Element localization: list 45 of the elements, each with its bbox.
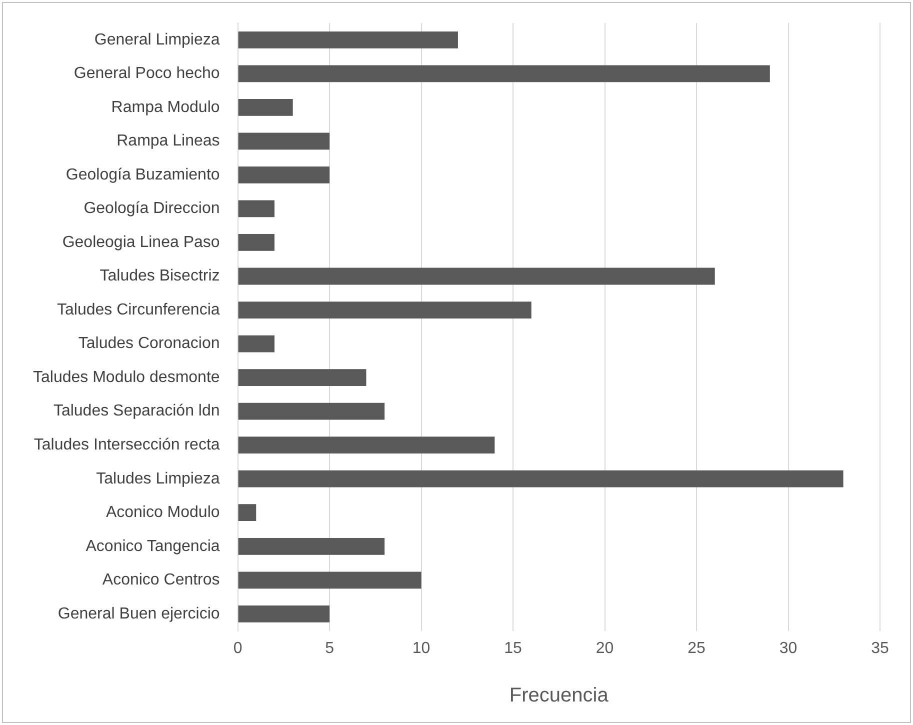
- bar: [238, 335, 274, 352]
- y-tick-label: Geoleogia Linea Paso: [62, 234, 220, 251]
- y-tick-label: General Buen ejercicio: [58, 605, 220, 622]
- bar: [238, 234, 274, 251]
- x-tick-label: 0: [233, 640, 242, 657]
- y-tick-label: Taludes Limpieza: [96, 470, 220, 488]
- bar: [238, 200, 274, 218]
- bar: [238, 98, 293, 116]
- x-tick-label: 15: [504, 640, 522, 657]
- bar: [238, 31, 458, 48]
- bar: [238, 436, 495, 454]
- bar: [238, 369, 366, 386]
- y-tick-label: Rampa Modulo: [111, 98, 220, 116]
- x-tick-label: 5: [325, 640, 334, 657]
- x-tick-label: 10: [412, 640, 430, 657]
- y-tick-label: Aconico Modulo: [106, 504, 220, 522]
- x-tick-label: 30: [779, 640, 798, 657]
- y-tick-label: Aconico Centros: [102, 572, 220, 589]
- bar: [238, 132, 330, 150]
- x-tick-label: 35: [871, 640, 889, 657]
- bar: [238, 65, 770, 82]
- y-tick-label: Taludes Separación ldn: [53, 402, 220, 420]
- bar: [238, 268, 715, 285]
- y-tick-label: Taludes Modulo desmonte: [33, 368, 220, 386]
- bar: [238, 470, 844, 488]
- bar: [238, 605, 330, 622]
- y-tick-label: General Poco hecho: [74, 65, 220, 82]
- y-tick-label: Taludes Circunferencia: [57, 301, 220, 318]
- y-tick-label: Rampa Lineas: [116, 132, 220, 150]
- x-tick-label: 20: [596, 640, 614, 657]
- bar: [238, 302, 532, 318]
- y-tick-label: Taludes Intersección recta: [34, 436, 220, 454]
- bar: [238, 504, 256, 522]
- y-tick-label: Aconico Tangencia: [86, 538, 220, 555]
- x-tick-label: 25: [688, 640, 706, 657]
- bar: [238, 572, 422, 589]
- bar: [238, 166, 330, 184]
- x-axis-title: Frecuencia: [509, 684, 610, 707]
- y-tick-label: Taludes Coronacion: [78, 335, 220, 352]
- y-tick-label: Taludes Bisectriz: [100, 268, 220, 285]
- bar: [238, 402, 385, 420]
- bar: [238, 538, 385, 555]
- y-tick-label: Geología Direccion: [84, 200, 220, 218]
- y-tick-label: Geología Buzamiento: [66, 166, 220, 184]
- y-tick-label: General Limpieza: [94, 31, 220, 48]
